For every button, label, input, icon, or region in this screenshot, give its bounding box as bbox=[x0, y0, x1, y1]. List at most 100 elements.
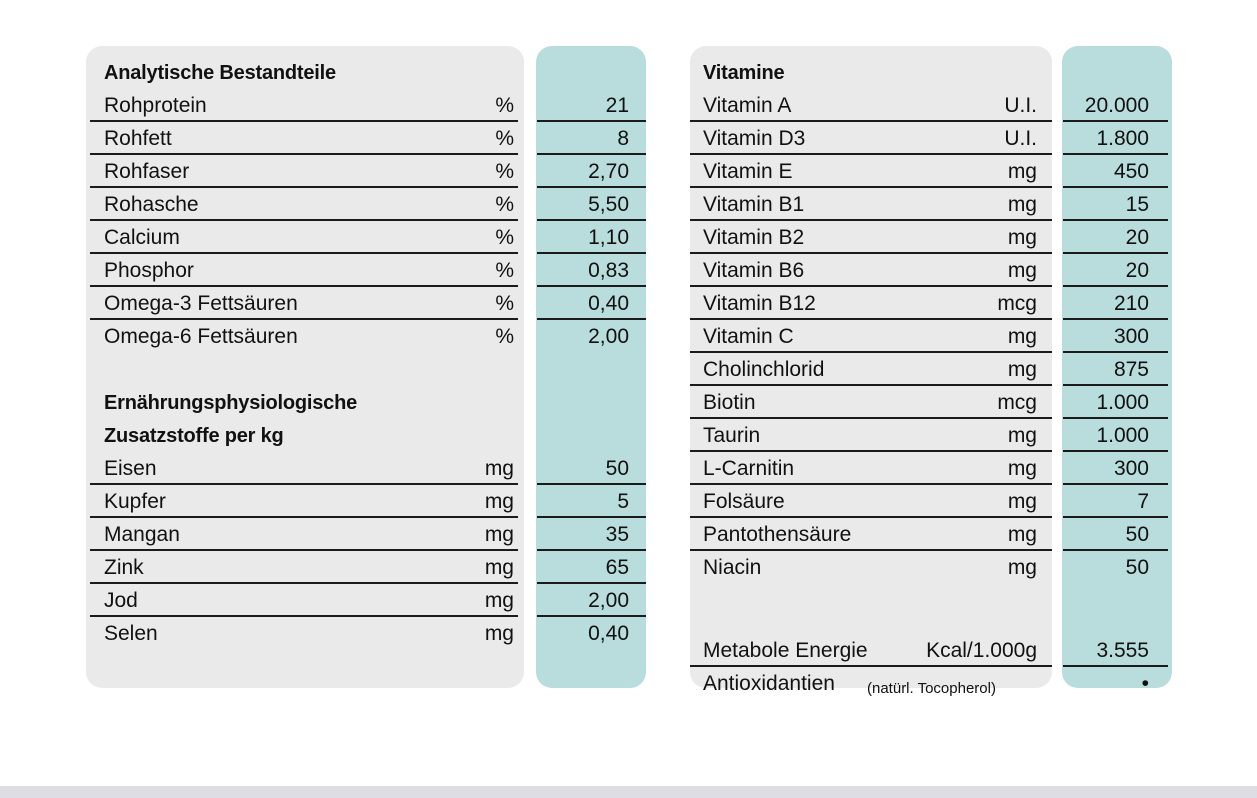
row-name: Vitamin D3 bbox=[703, 127, 806, 150]
row-rule bbox=[90, 153, 518, 155]
table-row: Cholinchlorid mg 875 bbox=[0, 353, 1257, 386]
table-row: Vitamin B6 mg 20 bbox=[0, 254, 1257, 287]
analytic-heading-text: Analytische Bestandteile bbox=[104, 62, 336, 84]
table-row: Mangan mg 35 bbox=[0, 518, 1257, 551]
row-name: Eisen bbox=[104, 457, 157, 480]
table-row: Taurin mg 1.000 bbox=[0, 419, 1257, 452]
antioxidants-row: Antioxidantien (natürl. Tocopherol) • bbox=[0, 667, 1257, 700]
value-rule bbox=[537, 483, 646, 485]
row-name: Vitamin A bbox=[703, 94, 792, 117]
value-rule bbox=[537, 549, 646, 551]
row-unit: % bbox=[495, 193, 514, 216]
table-row: Biotin mcg 1.000 bbox=[0, 386, 1257, 419]
row-unit: U.I. bbox=[1004, 127, 1037, 150]
value-rule bbox=[537, 285, 646, 287]
value-rule bbox=[1063, 351, 1168, 353]
table-row: Eisen mg 50 bbox=[0, 452, 1257, 485]
row-name: Folsäure bbox=[703, 490, 785, 513]
row-name: Jod bbox=[104, 589, 138, 612]
value-rule bbox=[1063, 664, 1168, 667]
row-name: Omega-6 Fettsäuren bbox=[104, 325, 298, 348]
row-unit: % bbox=[495, 226, 514, 249]
value-rule bbox=[537, 120, 646, 122]
row-unit: % bbox=[495, 325, 514, 348]
row-unit: mg bbox=[484, 490, 514, 513]
row-unit: mg bbox=[484, 457, 514, 480]
value-rule bbox=[537, 516, 646, 518]
row-value: 2,70 bbox=[588, 160, 629, 183]
row-unit: % bbox=[495, 127, 514, 150]
row-unit: mg bbox=[1007, 556, 1037, 579]
row-name: Cholinchlorid bbox=[703, 358, 825, 381]
row-name: Rohfaser bbox=[104, 160, 190, 183]
row-unit: mg bbox=[484, 523, 514, 546]
table-row: Zink mg 65 bbox=[0, 551, 1257, 584]
row-rule bbox=[690, 219, 1052, 221]
row-rule bbox=[90, 186, 518, 188]
analytic-heading: Analytische Bestandteile bbox=[0, 56, 1257, 89]
row-name: Mangan bbox=[104, 523, 180, 546]
row-rule bbox=[690, 516, 1052, 518]
row-value: 7 bbox=[1137, 490, 1149, 513]
row-value: 2,00 bbox=[588, 325, 629, 348]
row-rule bbox=[690, 384, 1052, 386]
value-rule bbox=[1063, 384, 1168, 386]
row-value: 450 bbox=[1113, 160, 1149, 183]
row-name: Omega-3 Fettsäuren bbox=[104, 292, 298, 315]
row-name: Antioxidantien bbox=[703, 671, 835, 695]
row-name: Vitamin E bbox=[703, 160, 793, 183]
row-name: Phosphor bbox=[104, 259, 194, 282]
row-unit: U.I. bbox=[1004, 94, 1037, 117]
table-row: Folsäure mg 7 bbox=[0, 485, 1257, 518]
row-rule bbox=[690, 186, 1052, 188]
value-rule bbox=[537, 186, 646, 188]
value-rule bbox=[1063, 285, 1168, 287]
row-rule bbox=[90, 615, 518, 617]
row-rule bbox=[90, 285, 518, 287]
row-name: Kupfer bbox=[104, 490, 166, 513]
table-row: Vitamin A U.I. 20.000 bbox=[0, 89, 1257, 122]
row-value: 1.000 bbox=[1096, 391, 1149, 414]
row-unit: mg bbox=[484, 556, 514, 579]
row-unit: mg bbox=[1007, 358, 1037, 381]
row-name: L-Carnitin bbox=[703, 457, 795, 480]
row-rule bbox=[690, 450, 1052, 452]
value-rule bbox=[537, 252, 646, 254]
row-value: 5 bbox=[617, 490, 629, 513]
row-name: Rohfett bbox=[104, 127, 172, 150]
row-name: Zink bbox=[104, 556, 144, 579]
row-rule bbox=[90, 219, 518, 221]
additives-heading-line2: Zusatzstoffe per kg bbox=[0, 419, 1257, 452]
row-rule bbox=[690, 153, 1052, 155]
row-rule bbox=[690, 351, 1052, 353]
value-rule bbox=[537, 615, 646, 617]
row-unit: mg bbox=[484, 589, 514, 612]
energy-row: Metabole Energie Kcal/1.000g 3.555 bbox=[0, 634, 1257, 667]
row-name: Pantothensäure bbox=[703, 523, 852, 546]
row-name: Vitamin B6 bbox=[703, 259, 805, 282]
row-value: 2,00 bbox=[588, 589, 629, 612]
vitamins-heading-text: Vitamine bbox=[703, 62, 785, 84]
row-name: Metabole Energie bbox=[703, 638, 868, 662]
additives-heading-line2-text: Zusatzstoffe per kg bbox=[104, 425, 284, 447]
row-rule bbox=[690, 252, 1052, 254]
row-name: Calcium bbox=[104, 226, 180, 249]
row-rule bbox=[90, 483, 518, 485]
row-rule bbox=[90, 582, 518, 584]
row-value: 20.000 bbox=[1084, 94, 1149, 117]
row-value: 50 bbox=[605, 457, 629, 480]
table-row: Rohprotein% 21 bbox=[0, 89, 1257, 122]
row-unit: mg bbox=[1007, 457, 1037, 480]
row-unit: mcg bbox=[997, 391, 1037, 414]
table-row: Vitamin B1 mg 15 bbox=[0, 188, 1257, 221]
row-name: Rohasche bbox=[104, 193, 199, 216]
row-value: 0,40 bbox=[588, 622, 629, 645]
vitamins-heading: Vitamine bbox=[0, 56, 1257, 89]
row-value: 210 bbox=[1113, 292, 1149, 315]
row-name: Vitamin B2 bbox=[703, 226, 805, 249]
row-value: 50 bbox=[1125, 556, 1149, 579]
value-rule bbox=[1063, 318, 1168, 320]
row-name: Rohprotein bbox=[104, 94, 207, 117]
row-rule bbox=[690, 285, 1052, 287]
table-row: Vitamin D3 U.I. 1.800 bbox=[0, 122, 1257, 155]
